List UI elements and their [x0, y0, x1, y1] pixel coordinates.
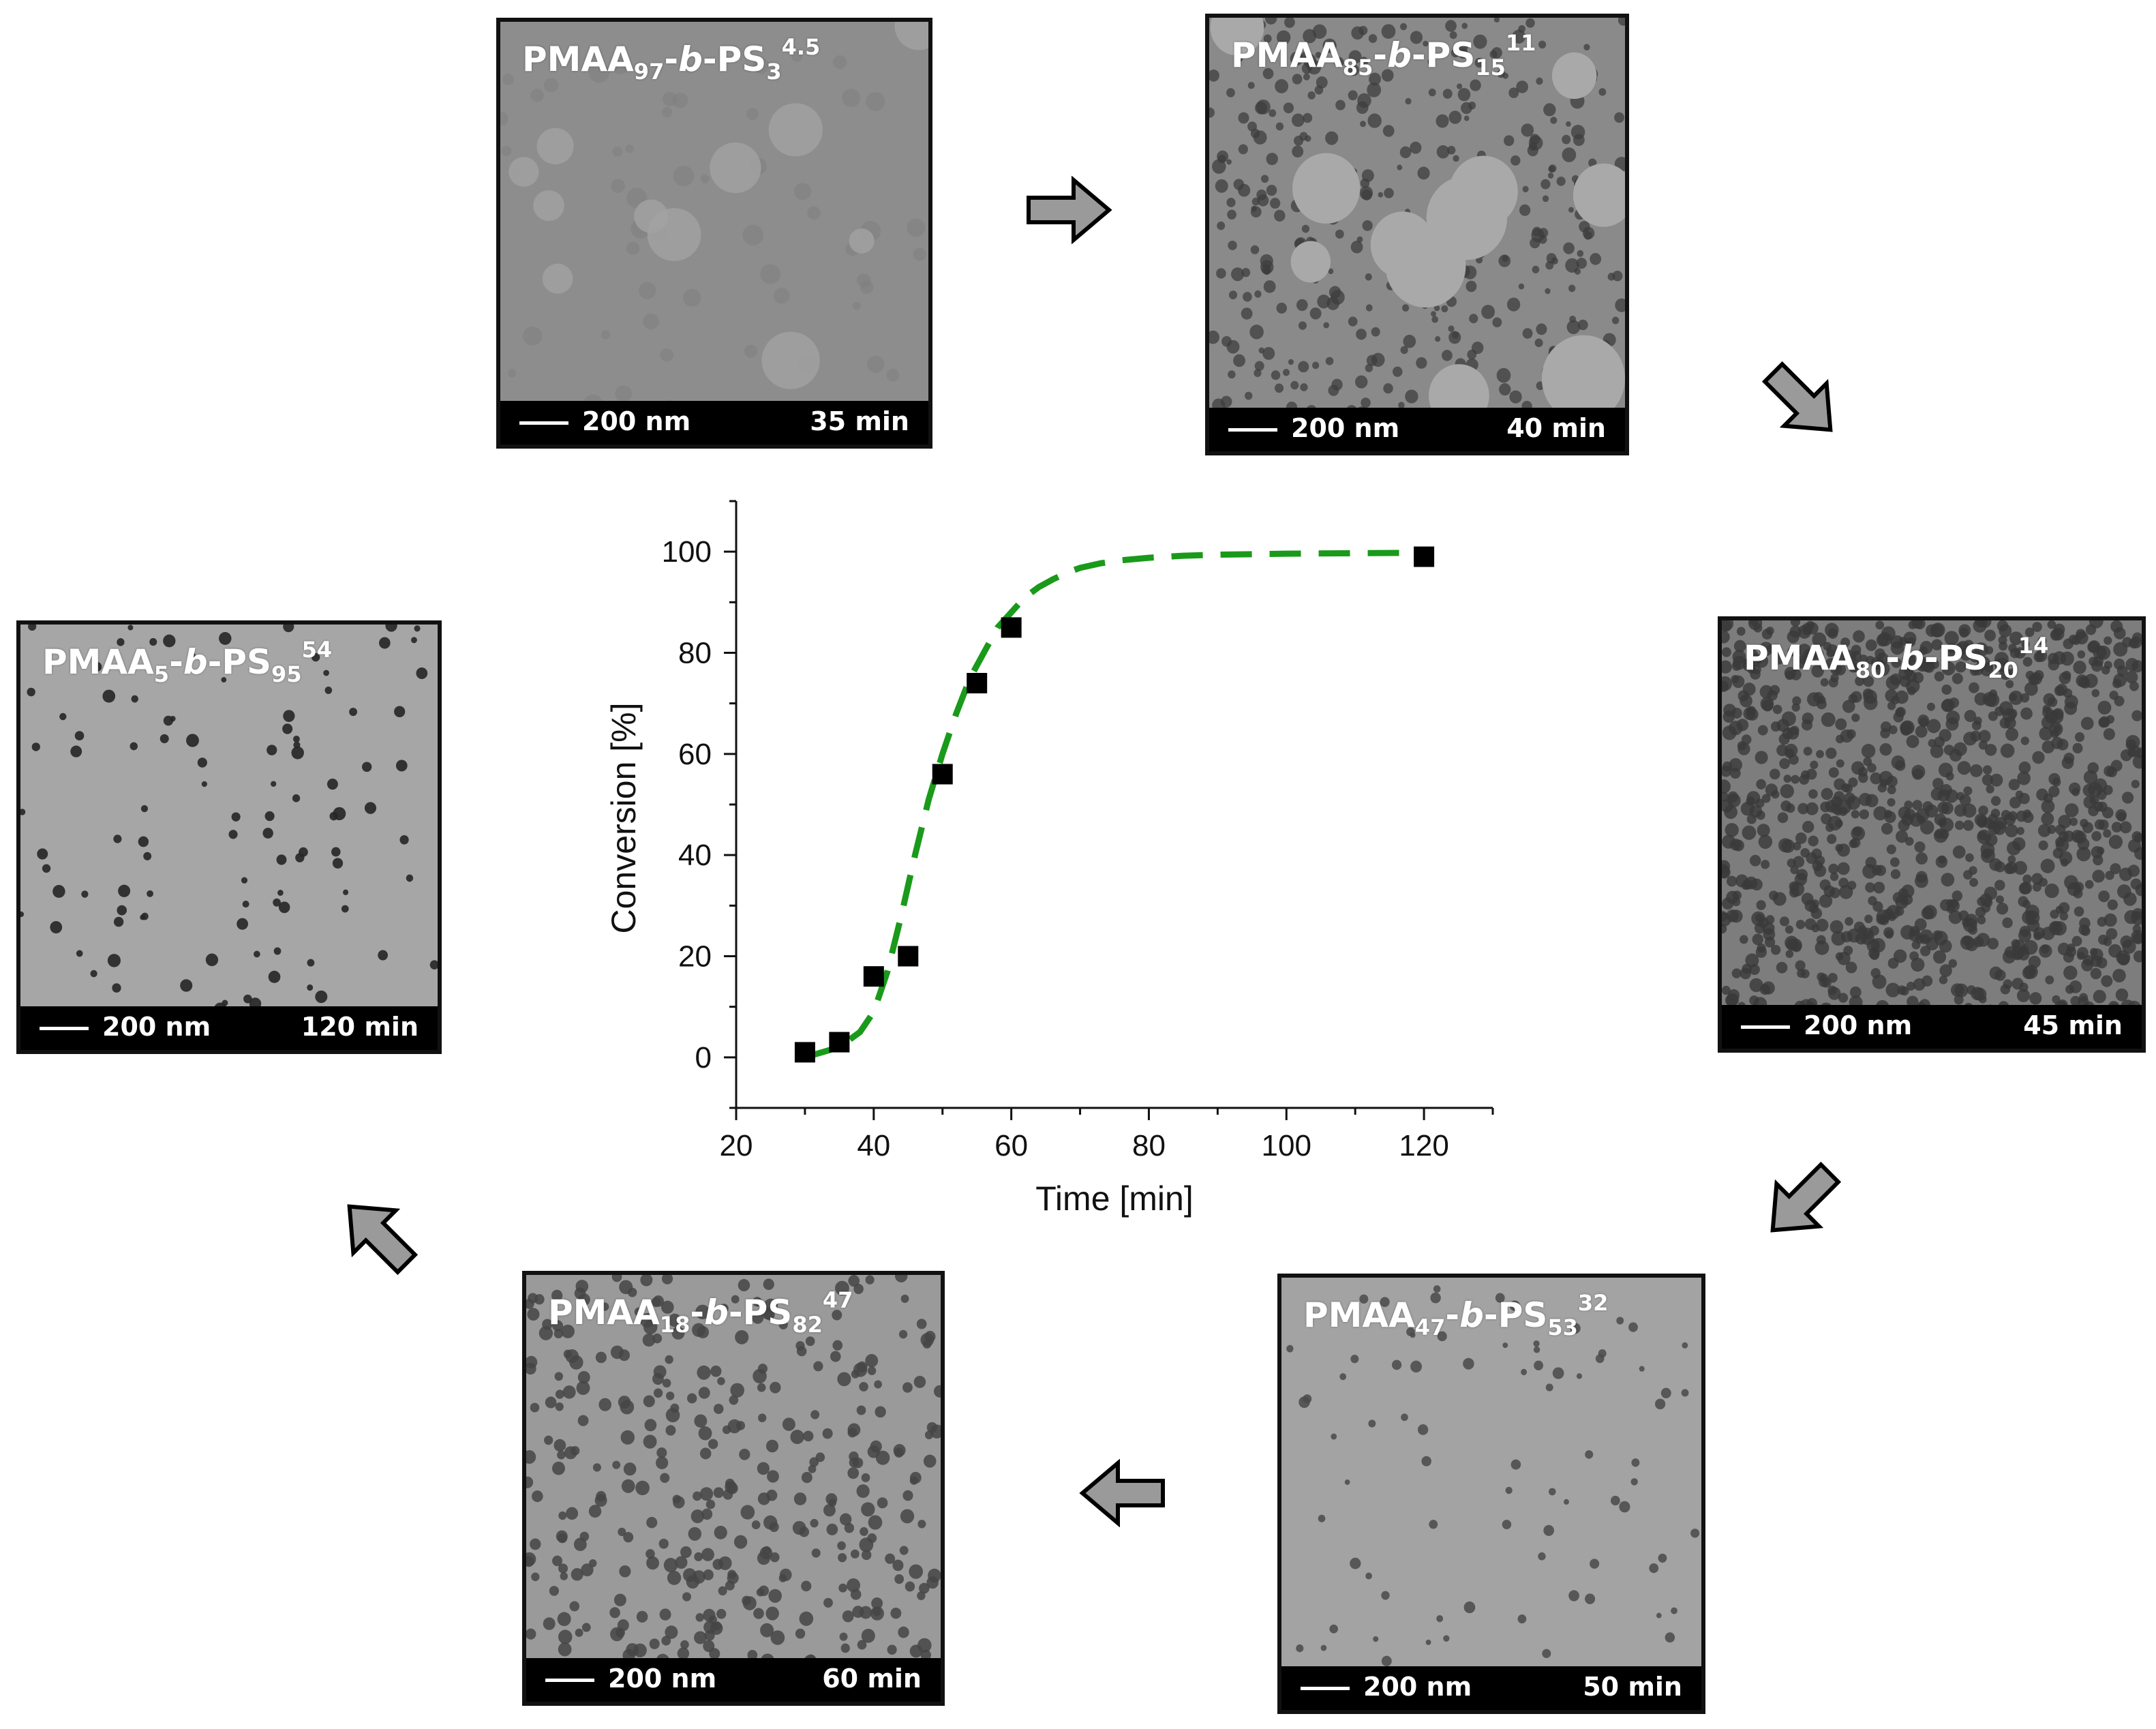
tem-panel-45min: PMAA80-b-PS2014 200 nm 45 min — [1718, 616, 2146, 1053]
arrow-down-right-icon — [1761, 361, 1833, 432]
x-tick-label: 100 — [1262, 1129, 1311, 1162]
tem-panel-50min: PMAA47-b-PS5332 200 nm 50 min — [1277, 1274, 1705, 1714]
scale-line — [1741, 1025, 1790, 1029]
x-tick-label: 80 — [1132, 1129, 1166, 1162]
data-point — [898, 946, 919, 967]
data-point — [829, 1032, 850, 1053]
scale-line — [519, 421, 568, 425]
scale-text: 200 nm — [1363, 1672, 1472, 1702]
tem-image-50min — [1281, 1278, 1701, 1710]
scale-text: 200 nm — [102, 1012, 211, 1042]
data-point — [932, 764, 953, 785]
scale-text: 200 nm — [1291, 413, 1400, 443]
arrow-up-left-icon — [347, 1204, 419, 1276]
chart-points — [794, 546, 1435, 1063]
x-axis-title: Time [min] — [1035, 1179, 1194, 1218]
y-tick-label: 60 — [678, 738, 712, 771]
time-text: 45 min — [2023, 1010, 2123, 1040]
chart-axes: 20 40 60 80 100 120 0 20 40 60 80 100 — [662, 500, 1494, 1162]
tem-image-45min — [1722, 620, 2142, 1049]
scale-line — [40, 1027, 89, 1030]
tem-panel-60min: PMAA18-b-PS8247 200 nm 60 min — [522, 1271, 945, 1706]
scale-text: 200 nm — [608, 1664, 717, 1694]
panel-label-45min: PMAA80-b-PS2014 — [1744, 633, 2049, 683]
scale-bar-60min: 200 nm 60 min — [526, 1658, 941, 1702]
panel-label-35min: PMAA97-b-PS34.5 — [522, 34, 821, 85]
time-text: 60 min — [822, 1664, 922, 1694]
time-text: 40 min — [1506, 413, 1606, 443]
y-tick-label: 0 — [695, 1041, 712, 1074]
tem-image-35min — [500, 22, 928, 445]
scale-line — [1228, 428, 1277, 432]
scale-line — [545, 1679, 594, 1682]
y-tick-label: 100 — [662, 535, 712, 569]
time-text: 120 min — [301, 1012, 419, 1042]
y-tick-label: 40 — [678, 839, 712, 872]
x-tick-label: 40 — [857, 1129, 890, 1162]
panel-label-50min: PMAA47-b-PS5332 — [1303, 1290, 1609, 1340]
x-tick-label: 120 — [1399, 1129, 1448, 1162]
tem-panel-120min: PMAA5-b-PS9554 200 nm 120 min — [16, 620, 442, 1054]
arrow-down-left-icon — [1770, 1161, 1842, 1233]
scale-text: 200 nm — [582, 406, 691, 436]
data-point — [1414, 546, 1435, 567]
tem-image-40min — [1209, 18, 1625, 451]
data-point — [863, 966, 884, 987]
scale-bar-35min: 200 nm 35 min — [500, 401, 928, 445]
panel-label-60min: PMAA18-b-PS8247 — [548, 1287, 853, 1338]
time-text: 50 min — [1583, 1672, 1682, 1702]
scale-bar-45min: 200 nm 45 min — [1722, 1005, 2142, 1049]
scale-bar-40min: 200 nm 40 min — [1209, 408, 1625, 451]
data-point — [794, 1042, 815, 1063]
x-tick-label: 60 — [995, 1129, 1028, 1162]
data-point — [967, 673, 988, 693]
y-tick-label: 80 — [678, 637, 712, 670]
scale-text: 200 nm — [1804, 1010, 1913, 1040]
scale-bar-50min: 200 nm 50 min — [1281, 1666, 1701, 1710]
data-point — [1001, 617, 1022, 638]
tem-panel-40min: PMAA85-b-PS1511 200 nm 40 min — [1205, 14, 1629, 455]
panel-label-40min: PMAA85-b-PS1511 — [1231, 30, 1536, 80]
y-tick-label: 20 — [678, 940, 712, 974]
y-axis-title: Conversion [%] — [605, 702, 643, 933]
tem-image-120min — [20, 625, 438, 1050]
scale-bar-120min: 200 nm 120 min — [20, 1006, 438, 1050]
fit-curve — [804, 550, 1425, 1061]
arrow-right-icon — [1027, 176, 1112, 244]
panel-label-120min: PMAA5-b-PS9554 — [42, 637, 333, 687]
time-text: 35 min — [810, 406, 909, 436]
x-tick-label: 20 — [720, 1129, 753, 1162]
scale-line — [1301, 1687, 1350, 1690]
arrow-left-icon — [1079, 1459, 1165, 1527]
tem-image-60min — [526, 1275, 941, 1702]
conversion-chart: 20 40 60 80 100 120 0 20 40 60 80 100 Time [min] Co… — [605, 500, 1494, 1218]
tem-panel-35min: PMAA97-b-PS34.5 200 nm 35 min — [496, 18, 932, 449]
